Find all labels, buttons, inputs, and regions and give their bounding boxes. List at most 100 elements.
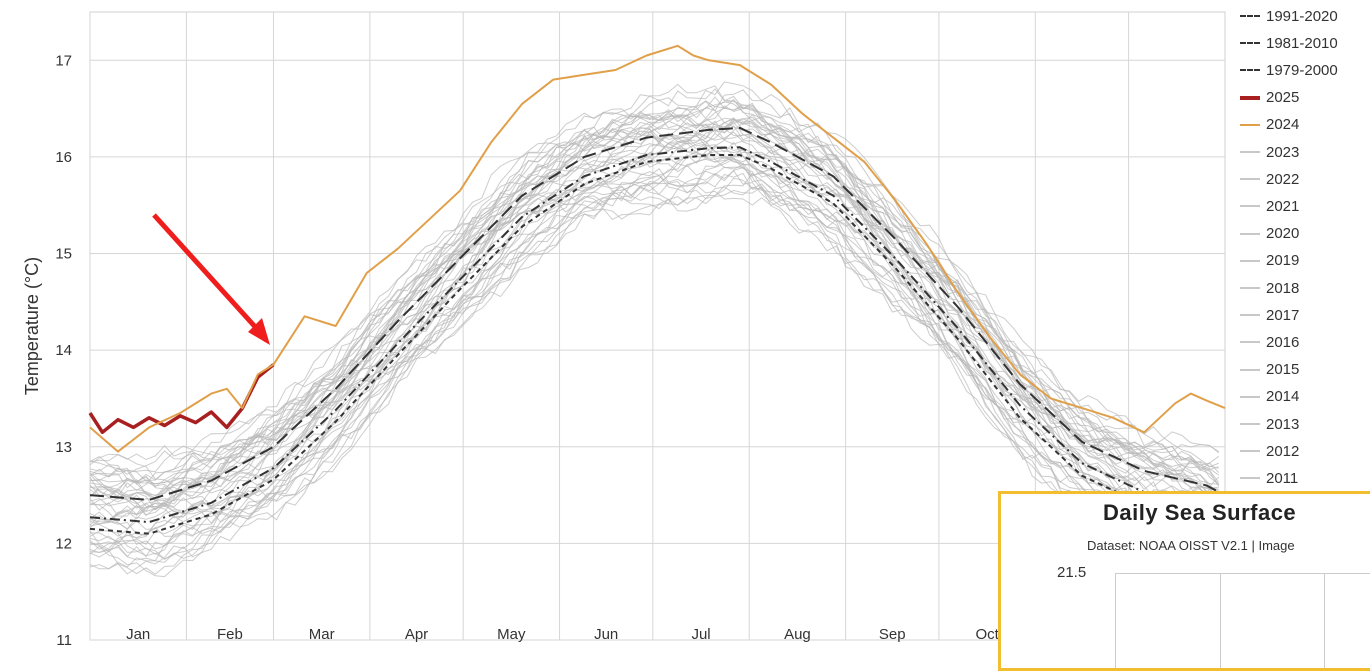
series-line-1981-2010 (89, 146, 1226, 524)
x-tick-label: Jul (691, 626, 710, 643)
legend-item: 2020 (1240, 222, 1299, 246)
historical-years-lines (89, 81, 1220, 578)
legend-swatch (1240, 232, 1260, 235)
chart-svg: 11 12 13 14 15 16 17 Jan Feb Mar Apr May Jun Jul Aug Se… (22, 11, 1226, 649)
legend-label: 2019 (1266, 252, 1300, 270)
x-tick-label: Feb (217, 626, 243, 643)
x-tick-label: May (497, 626, 526, 643)
legend-swatch (1240, 205, 1260, 208)
legend-item: 1991-2020 (1240, 4, 1338, 28)
legend-label: 1979-2000 (1266, 61, 1338, 79)
legend-swatch (1240, 450, 1260, 453)
legend-label: 2025 (1266, 89, 1300, 107)
legend-swatch (1240, 95, 1260, 100)
historical-year-line (89, 83, 1220, 466)
legend-swatch (1240, 151, 1260, 153)
historical-year-line (89, 88, 1220, 477)
x-tick-label: Jan (126, 626, 150, 643)
series-line-2024 (89, 44, 1226, 453)
y-tick-label: 13 (55, 439, 72, 456)
inset-plot-area (1115, 573, 1370, 668)
x-tick-label: Oct (975, 626, 999, 643)
legend-swatch (1240, 423, 1260, 425)
historical-year-line (89, 157, 1220, 537)
legend-label: 2016 (1266, 333, 1300, 351)
legend-label: 1981-2010 (1266, 34, 1338, 52)
legend-item: 1979-2000 (1240, 58, 1338, 82)
legend-label: 2017 (1266, 306, 1300, 324)
inset-grid-line (1220, 574, 1221, 668)
historical-year-line (89, 163, 1220, 550)
historical-year-line (89, 96, 1219, 497)
historical-year-line (89, 177, 1220, 575)
x-tick-label: Sep (879, 626, 906, 643)
historical-year-line (89, 114, 1220, 493)
annotation-arrow (152, 213, 270, 345)
legend-item: 2018 (1240, 276, 1299, 300)
legend-swatch (1240, 15, 1260, 17)
historical-year-line (89, 81, 1220, 473)
legend-swatch (1240, 259, 1260, 262)
legend-swatch (1240, 368, 1260, 371)
historical-year-line (89, 145, 1220, 545)
x-tick-label: Mar (309, 626, 335, 643)
series-lines (88, 44, 1226, 535)
legend-item: 2024 (1240, 113, 1299, 137)
legend: 1991-2020 1981-2010 1979-2000 2025 2024 2023 2… (1236, 0, 1370, 500)
legend-swatch (1240, 42, 1260, 45)
inset-y-tick: 21.5 (1057, 564, 1087, 581)
historical-year-line (89, 89, 1220, 485)
x-tick-label: Aug (784, 626, 811, 643)
legend-swatch (1240, 314, 1260, 317)
legend-item: 2012 (1240, 439, 1299, 463)
x-tick-label: Apr (405, 626, 428, 643)
legend-swatch (1240, 69, 1260, 72)
legend-item: 2011 (1240, 466, 1298, 490)
grid-lines (89, 11, 1226, 641)
legend-item: 2013 (1240, 412, 1299, 436)
legend-item: 2017 (1240, 303, 1299, 327)
y-tick-label: 15 (55, 246, 72, 263)
historical-year-line (89, 136, 1220, 515)
legend-item: 2023 (1240, 140, 1299, 164)
legend-label: 2015 (1266, 361, 1300, 379)
legend-swatch (1240, 287, 1260, 289)
legend-item: 2016 (1240, 330, 1299, 354)
legend-label: 2023 (1266, 143, 1300, 161)
legend-swatch (1240, 178, 1260, 181)
y-tick-label: 16 (55, 149, 72, 166)
historical-year-line (89, 104, 1219, 500)
legend-label: 2018 (1266, 279, 1300, 297)
series-line-1991-2020 (89, 126, 1226, 501)
legend-item: 2015 (1240, 358, 1299, 382)
legend-item: 2021 (1240, 194, 1299, 218)
inset-grid-line (1324, 574, 1325, 668)
historical-year-line (89, 172, 1220, 575)
axis-labels: 11 12 13 14 15 16 17 Jan Feb Mar Apr May Jun Jul Aug Se… (22, 52, 1000, 649)
historical-year-line (89, 174, 1220, 560)
legend-label: 2012 (1266, 442, 1300, 460)
legend-label: 2013 (1266, 415, 1300, 433)
historical-year-line (89, 155, 1219, 558)
y-axis-label: Temperature (°C) (22, 257, 42, 395)
legend-label: 2024 (1266, 116, 1300, 134)
legend-item: 2022 (1240, 167, 1299, 191)
legend-label: 2021 (1266, 197, 1300, 215)
legend-label: 2011 (1266, 469, 1299, 487)
historical-year-line (89, 173, 1220, 563)
historical-year-line (89, 94, 1219, 481)
historical-year-line (89, 185, 1219, 578)
legend-item: 2019 (1240, 249, 1299, 273)
y-tick-label: 12 (55, 535, 72, 552)
legend-item: 2014 (1240, 385, 1299, 409)
legend-label: 2014 (1266, 388, 1300, 406)
historical-year-line (89, 155, 1219, 555)
inset-title: Daily Sea Surface (1103, 500, 1297, 525)
y-tick-label: 17 (55, 52, 72, 69)
historical-year-line (89, 170, 1220, 570)
legend-swatch (1240, 341, 1260, 344)
legend-label: 2020 (1266, 225, 1300, 243)
historical-year-line (89, 118, 1219, 517)
legend-label: 2022 (1266, 170, 1300, 188)
legend-swatch (1240, 123, 1260, 126)
